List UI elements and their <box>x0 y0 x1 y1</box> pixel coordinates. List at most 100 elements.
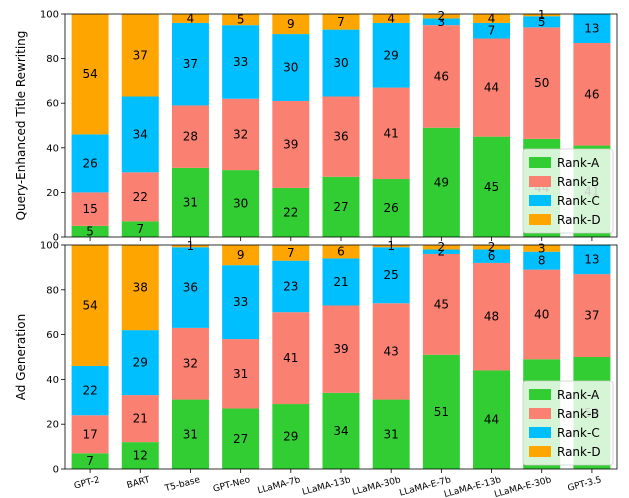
y-tick-label: 20 <box>46 188 59 199</box>
bar-segment-rank-c <box>121 330 159 396</box>
data-label: 54 <box>82 298 97 312</box>
bar-segment-rank-a <box>171 399 209 469</box>
data-label: 12 <box>133 449 148 463</box>
data-label: 37 <box>584 309 599 323</box>
data-label: 37 <box>183 57 198 71</box>
legend-label: Rank-D <box>557 445 601 459</box>
data-label: 40 <box>534 307 549 321</box>
bar-segment-rank-a <box>121 442 159 469</box>
data-label: 54 <box>82 67 97 81</box>
data-label: 34 <box>333 424 348 438</box>
bar-segment-rank-d <box>322 245 360 259</box>
data-label: 7 <box>287 246 295 260</box>
data-label: 51 <box>434 405 449 419</box>
legend-swatch-rank-b <box>529 176 551 187</box>
data-label: 39 <box>333 342 348 356</box>
x-tick-label: GPT-3.5 <box>567 475 603 494</box>
data-label: 39 <box>283 137 298 151</box>
bar-segment-rank-b <box>322 305 360 393</box>
bar-segment-rank-c <box>222 265 260 340</box>
bar-segment-rank-b <box>372 87 410 180</box>
bar-segment-rank-b <box>322 96 360 177</box>
data-label: 31 <box>233 367 248 381</box>
y-tick-label: 40 <box>46 143 59 154</box>
data-label: 21 <box>133 412 148 426</box>
data-label: 8 <box>538 254 546 268</box>
bar-segment-rank-a <box>272 404 310 469</box>
x-tick-label: GPT-2 <box>73 475 101 491</box>
bar-segment-rank-d <box>121 14 159 97</box>
bar-segment-rank-c <box>473 22 511 39</box>
data-label: 15 <box>82 202 97 216</box>
x-tick-label: LLaMA-7b <box>257 475 302 496</box>
data-label: 1 <box>387 239 395 253</box>
data-label: 27 <box>333 200 348 214</box>
data-label: 1 <box>187 239 195 253</box>
data-label: 30 <box>233 197 248 211</box>
bar-segment-rank-b <box>121 172 159 222</box>
bar-segment-rank-a <box>71 225 109 237</box>
data-label: 32 <box>183 357 198 371</box>
legend-swatch-rank-c <box>529 195 551 206</box>
data-label: 29 <box>384 48 399 62</box>
bar-segment-rank-d <box>372 14 410 23</box>
data-label: 7 <box>136 222 144 236</box>
data-label: 26 <box>384 201 399 215</box>
bar-segment-rank-a <box>222 408 260 469</box>
legend-swatch-rank-b <box>529 408 551 419</box>
legend-label: Rank-C <box>557 426 600 440</box>
data-label: 22 <box>283 205 298 219</box>
bar-segment-rank-a <box>322 392 360 469</box>
data-label: 32 <box>233 127 248 141</box>
data-label: 9 <box>287 17 295 31</box>
bar-segment-rank-c <box>372 22 410 88</box>
data-label: 41 <box>283 351 298 365</box>
x-tick-label: LLaMA-13b <box>301 475 352 498</box>
bar-segment-rank-b <box>121 395 159 443</box>
bar-segment-rank-d <box>523 14 561 17</box>
bar-segment-rank-d <box>222 14 260 26</box>
x-tick-label: LLaMA-E-30b <box>493 475 552 498</box>
bar-segment-rank-d <box>523 245 561 252</box>
bar-segment-rank-c <box>473 249 511 263</box>
data-label: 41 <box>384 126 399 140</box>
y-tick-label: 80 <box>46 285 59 296</box>
legend-swatch-rank-a <box>529 157 551 168</box>
data-label: 27 <box>233 432 248 446</box>
bar-segment-rank-d <box>473 245 511 250</box>
bar-segment-rank-d <box>422 14 460 19</box>
data-label: 48 <box>484 310 499 324</box>
data-label: 30 <box>333 56 348 70</box>
bar-segment-rank-b <box>71 192 109 226</box>
bar-segment-rank-d <box>71 14 109 135</box>
bar-segment-rank-a <box>473 136 511 237</box>
legend-label: Rank-A <box>557 156 600 170</box>
bar-segment-rank-b <box>272 312 310 405</box>
legend: Rank-A Rank-B Rank-C Rank-D <box>522 148 614 234</box>
data-label: 7 <box>86 454 94 468</box>
bar-segment-rank-d <box>322 14 360 30</box>
data-label: 37 <box>133 48 148 62</box>
bar-segment-rank-d <box>171 14 209 23</box>
data-label: 2 <box>488 240 496 254</box>
bar-segment-rank-a <box>422 354 460 469</box>
bar-segment-rank-b <box>473 38 511 137</box>
data-label: 17 <box>82 427 97 441</box>
bar-segment-rank-c <box>422 249 460 254</box>
bar-segment-rank-b <box>222 98 260 171</box>
data-label: 29 <box>133 356 148 370</box>
y-tick-label: 80 <box>46 54 59 65</box>
data-label: 7 <box>488 24 496 38</box>
bar-segment-rank-c <box>322 29 360 97</box>
data-label: 38 <box>133 281 148 295</box>
bar-segment-rank-a <box>372 179 410 237</box>
bar-segment-rank-b <box>222 339 260 409</box>
legend-swatch-rank-d <box>529 214 551 225</box>
data-label: 31 <box>384 427 399 441</box>
y-tick-label: 0 <box>53 465 59 476</box>
bar-segment-rank-b <box>422 253 460 355</box>
data-label: 5 <box>237 13 245 27</box>
bar-segment-rank-a <box>272 187 310 237</box>
data-label: 43 <box>384 344 399 358</box>
data-label: 26 <box>82 156 97 170</box>
